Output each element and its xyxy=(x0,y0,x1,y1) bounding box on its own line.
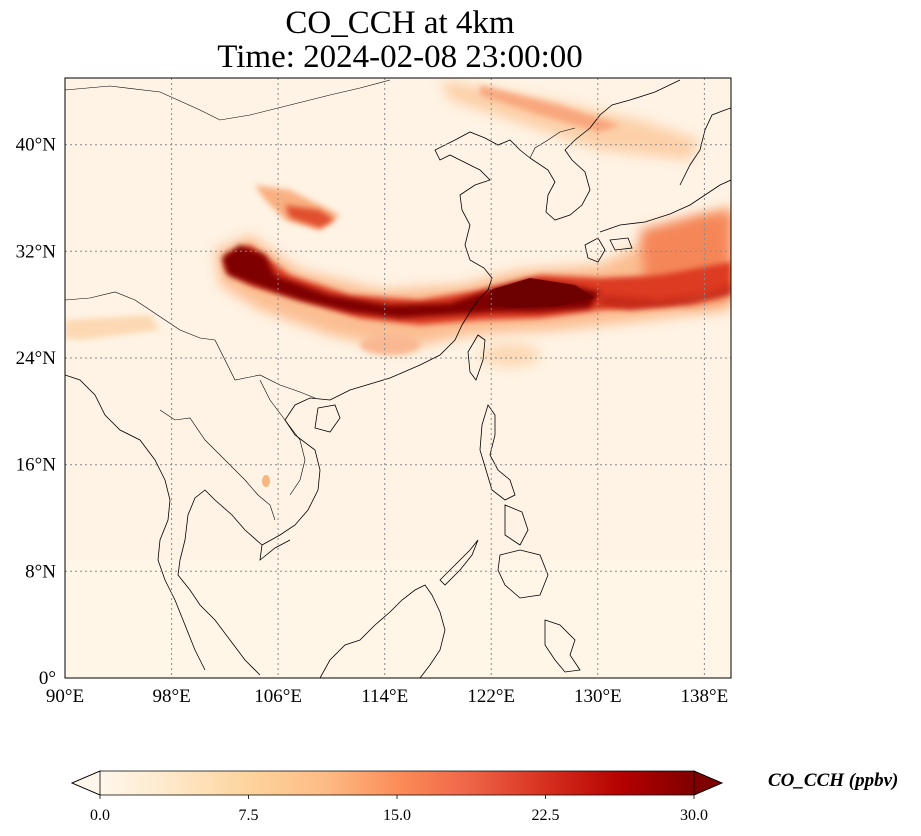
lon-tick-138: 138°E xyxy=(681,686,729,707)
lat-tick-0: 0° xyxy=(39,668,56,689)
coastline-korea xyxy=(529,79,681,221)
border-laos-vietnam xyxy=(259,379,306,496)
colorbar-label-15: 15.0 xyxy=(383,807,411,824)
colorbar-label-7-5: 7.5 xyxy=(239,807,259,824)
colorbar-extend-low xyxy=(70,770,101,796)
hotspot-laos xyxy=(262,475,270,487)
western-plume xyxy=(65,315,160,340)
gridlines xyxy=(65,78,731,678)
colorbar-label-30: 30.0 xyxy=(680,807,708,824)
plume-tail-streak xyxy=(600,285,731,310)
border-northern-asia xyxy=(65,79,391,121)
plume-southern-patch xyxy=(360,335,420,355)
lon-tick-130: 130°E xyxy=(574,686,622,707)
main-plume-halo xyxy=(215,205,731,350)
coastline-hainan xyxy=(314,404,341,433)
border-korea-china xyxy=(529,127,576,159)
northern-plume-core xyxy=(480,85,620,132)
coastline-japan-kyushu xyxy=(584,237,606,263)
title-line-variable: CO_CCH at 4km xyxy=(285,5,515,41)
coastline-japan-honshu xyxy=(599,179,731,233)
title-line-time: Time: 2024-02-08 23:00:00 xyxy=(217,39,583,75)
coastline-japan-north xyxy=(679,107,731,186)
colorbar-extend-high xyxy=(693,770,724,796)
plume-offshore-patch xyxy=(480,343,540,367)
lat-tick-24: 24°N xyxy=(16,348,57,369)
border-myanmar-thailand xyxy=(159,409,276,521)
lat-tick-32: 32°N xyxy=(16,241,57,262)
coastline-sulawesi xyxy=(544,619,581,673)
coastline-gulf-of-thailand xyxy=(177,489,263,676)
plume-hotspot xyxy=(488,278,595,308)
border-china-india xyxy=(65,291,216,341)
border-china-southeast xyxy=(214,339,316,399)
coastlines xyxy=(65,79,731,678)
low-concentration-region xyxy=(65,560,731,678)
coastline-taiwan xyxy=(467,334,486,381)
lon-tick-90: 90°E xyxy=(46,686,84,707)
colorbar-label-0: 0.0 xyxy=(90,807,110,824)
lon-tick-122: 122°E xyxy=(467,686,515,707)
colorbar-label-22-5: 22.5 xyxy=(532,807,560,824)
coastline-andaman xyxy=(65,374,206,671)
coastline-luzon xyxy=(479,404,516,501)
lat-tick-8: 8°N xyxy=(25,561,56,582)
coastline-china-east xyxy=(329,131,531,401)
lon-tick-114: 114°E xyxy=(361,686,408,707)
lat-tick-16: 16°N xyxy=(16,455,57,476)
colorbar: 0.0 7.5 15.0 22.5 30.0 xyxy=(70,770,724,824)
map-frame xyxy=(64,77,732,679)
concentration-field xyxy=(65,80,731,678)
coastline-borneo xyxy=(319,584,446,678)
lon-tick-labels: 90°E 98°E 106°E 114°E 122°E 130°E 138°E xyxy=(46,686,728,707)
coastline-indochina xyxy=(259,397,331,561)
coastline-japan-shikoku xyxy=(609,237,633,251)
coastline-mindanao xyxy=(497,549,549,599)
coastline-visayas xyxy=(504,504,529,546)
coastline-palawan xyxy=(439,539,479,586)
secondary-plume-core xyxy=(285,205,335,228)
lon-tick-98: 98°E xyxy=(152,686,190,707)
map-title: CO_CCH at 4km Time: 2024-02-08 23:00:00 xyxy=(0,6,800,74)
lon-tick-106: 106°E xyxy=(254,686,302,707)
colorbar-title: CO_CCH (ppbv) xyxy=(768,770,899,791)
lat-tick-40: 40°N xyxy=(16,135,57,156)
colorbar-gradient xyxy=(100,771,694,795)
lat-tick-labels: 0° 8°N 16°N 24°N 32°N 40°N xyxy=(16,135,57,689)
